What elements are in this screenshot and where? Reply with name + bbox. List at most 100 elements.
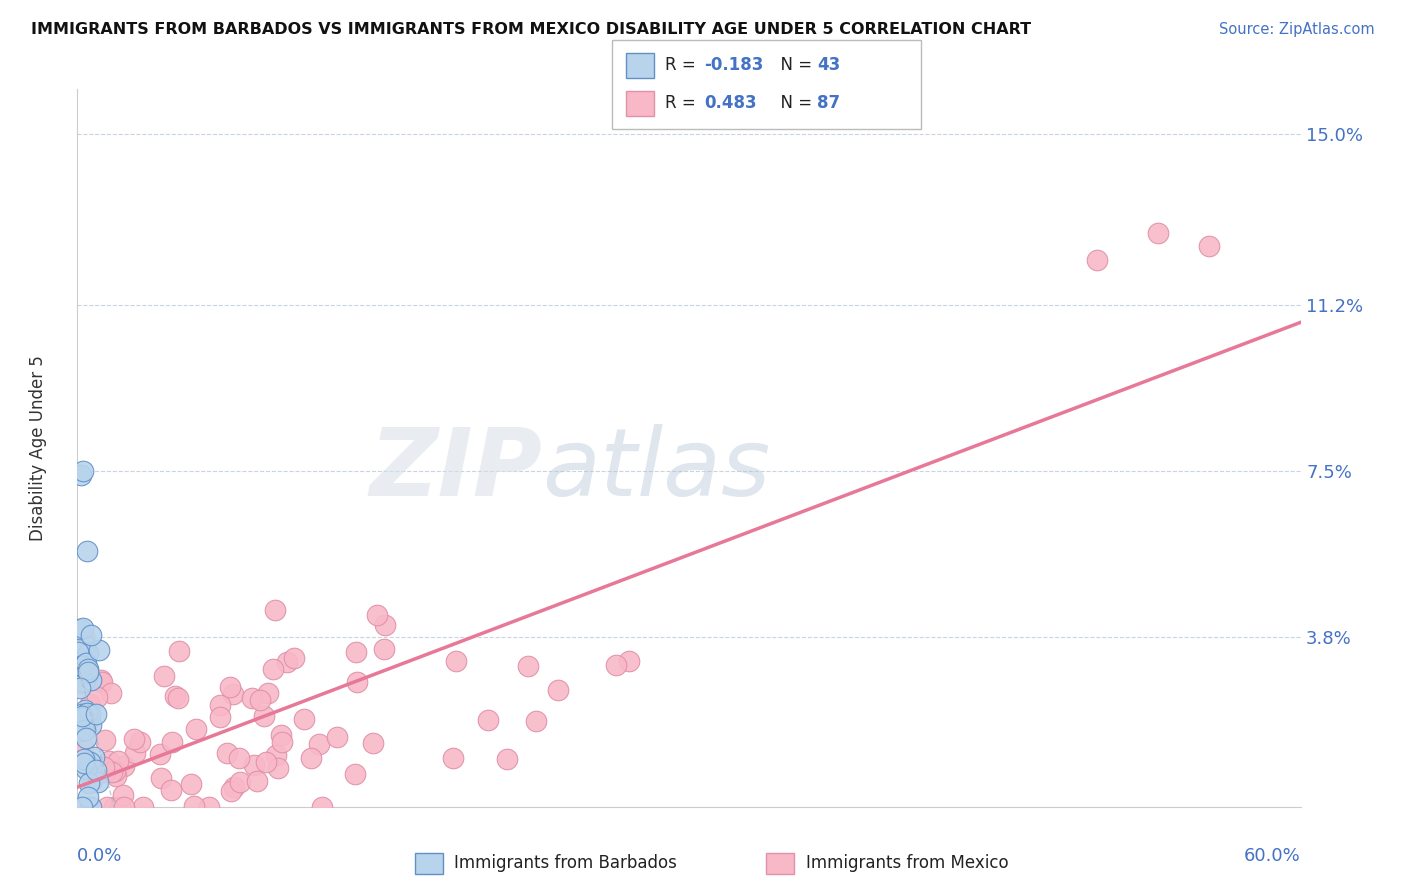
Point: [100, 686, 122, 700]
Point: [208, 698, 231, 713]
Point: [79, 800, 101, 814]
Point: [94, 733, 117, 747]
Point: [184, 722, 207, 736]
Point: [276, 655, 298, 669]
Text: Immigrants from Barbados: Immigrants from Barbados: [454, 854, 678, 871]
Point: [77, 646, 100, 660]
Point: [66, 644, 89, 658]
Point: [70, 800, 93, 814]
Point: [75, 762, 97, 776]
Point: [526, 714, 548, 728]
Point: [198, 800, 221, 814]
Point: [299, 751, 322, 765]
Point: [262, 662, 284, 676]
Point: [132, 800, 155, 814]
Point: [72, 740, 94, 755]
Point: [163, 689, 186, 703]
Point: [167, 690, 190, 705]
Point: [75, 731, 97, 745]
Point: [69, 681, 91, 695]
Point: [77, 790, 100, 805]
Point: [72, 711, 94, 725]
Point: [253, 709, 276, 723]
Point: [217, 746, 239, 760]
Text: N =: N =: [770, 56, 818, 74]
Point: [229, 775, 252, 789]
Point: [73, 674, 96, 689]
Point: [79, 697, 101, 711]
Point: [70, 658, 93, 673]
Point: [325, 730, 347, 744]
Point: [73, 657, 96, 671]
Point: [149, 747, 172, 762]
Point: [122, 732, 145, 747]
Point: [105, 769, 128, 783]
Point: [1198, 239, 1220, 253]
Point: [73, 638, 96, 652]
Text: ZIP: ZIP: [370, 424, 543, 516]
Point: [73, 756, 96, 771]
Point: [73, 751, 96, 765]
Point: [264, 748, 287, 763]
Point: [72, 621, 94, 635]
Point: [77, 665, 100, 679]
Point: [271, 735, 294, 749]
Point: [73, 756, 96, 771]
Point: [80, 757, 103, 772]
Point: [219, 680, 242, 694]
Point: [77, 776, 100, 790]
Point: [373, 642, 395, 657]
Point: [70, 468, 93, 483]
Point: [83, 750, 105, 764]
Point: [169, 644, 191, 658]
Point: [79, 718, 101, 732]
Point: [1147, 226, 1170, 240]
Point: [344, 644, 367, 658]
Point: [100, 764, 122, 779]
Text: 60.0%: 60.0%: [1244, 847, 1301, 864]
Point: [374, 618, 396, 632]
Text: -0.183: -0.183: [704, 56, 763, 74]
Point: [69, 675, 91, 690]
Point: [446, 655, 468, 669]
Point: [240, 691, 263, 706]
Text: R =: R =: [665, 56, 702, 74]
Point: [1085, 252, 1108, 267]
Point: [77, 662, 100, 676]
Point: [84, 763, 107, 777]
Point: [311, 800, 333, 814]
Text: Immigrants from Mexico: Immigrants from Mexico: [806, 854, 1008, 871]
Point: [69, 724, 91, 739]
Point: [209, 710, 232, 724]
Point: [80, 673, 103, 687]
Point: [343, 767, 366, 781]
Point: [97, 754, 120, 768]
Point: [605, 657, 627, 672]
Point: [76, 669, 98, 683]
Text: N =: N =: [770, 95, 818, 112]
Point: [80, 627, 103, 641]
Point: [257, 685, 280, 699]
Point: [91, 675, 114, 690]
Point: [477, 713, 499, 727]
Point: [228, 751, 250, 765]
Point: [76, 544, 98, 558]
Text: 87: 87: [817, 95, 839, 112]
Point: [516, 659, 538, 673]
Point: [270, 728, 292, 742]
Point: [246, 773, 269, 788]
Text: R =: R =: [665, 95, 702, 112]
Point: [222, 687, 245, 701]
Point: [107, 754, 129, 768]
Point: [111, 788, 134, 802]
Point: [103, 800, 125, 814]
Text: atlas: atlas: [543, 425, 770, 516]
Point: [73, 723, 96, 737]
Point: [149, 771, 172, 785]
Point: [72, 707, 94, 722]
Point: [112, 800, 135, 814]
Point: [124, 747, 146, 761]
Point: [93, 764, 115, 779]
Point: [84, 706, 107, 721]
Point: [366, 608, 388, 623]
